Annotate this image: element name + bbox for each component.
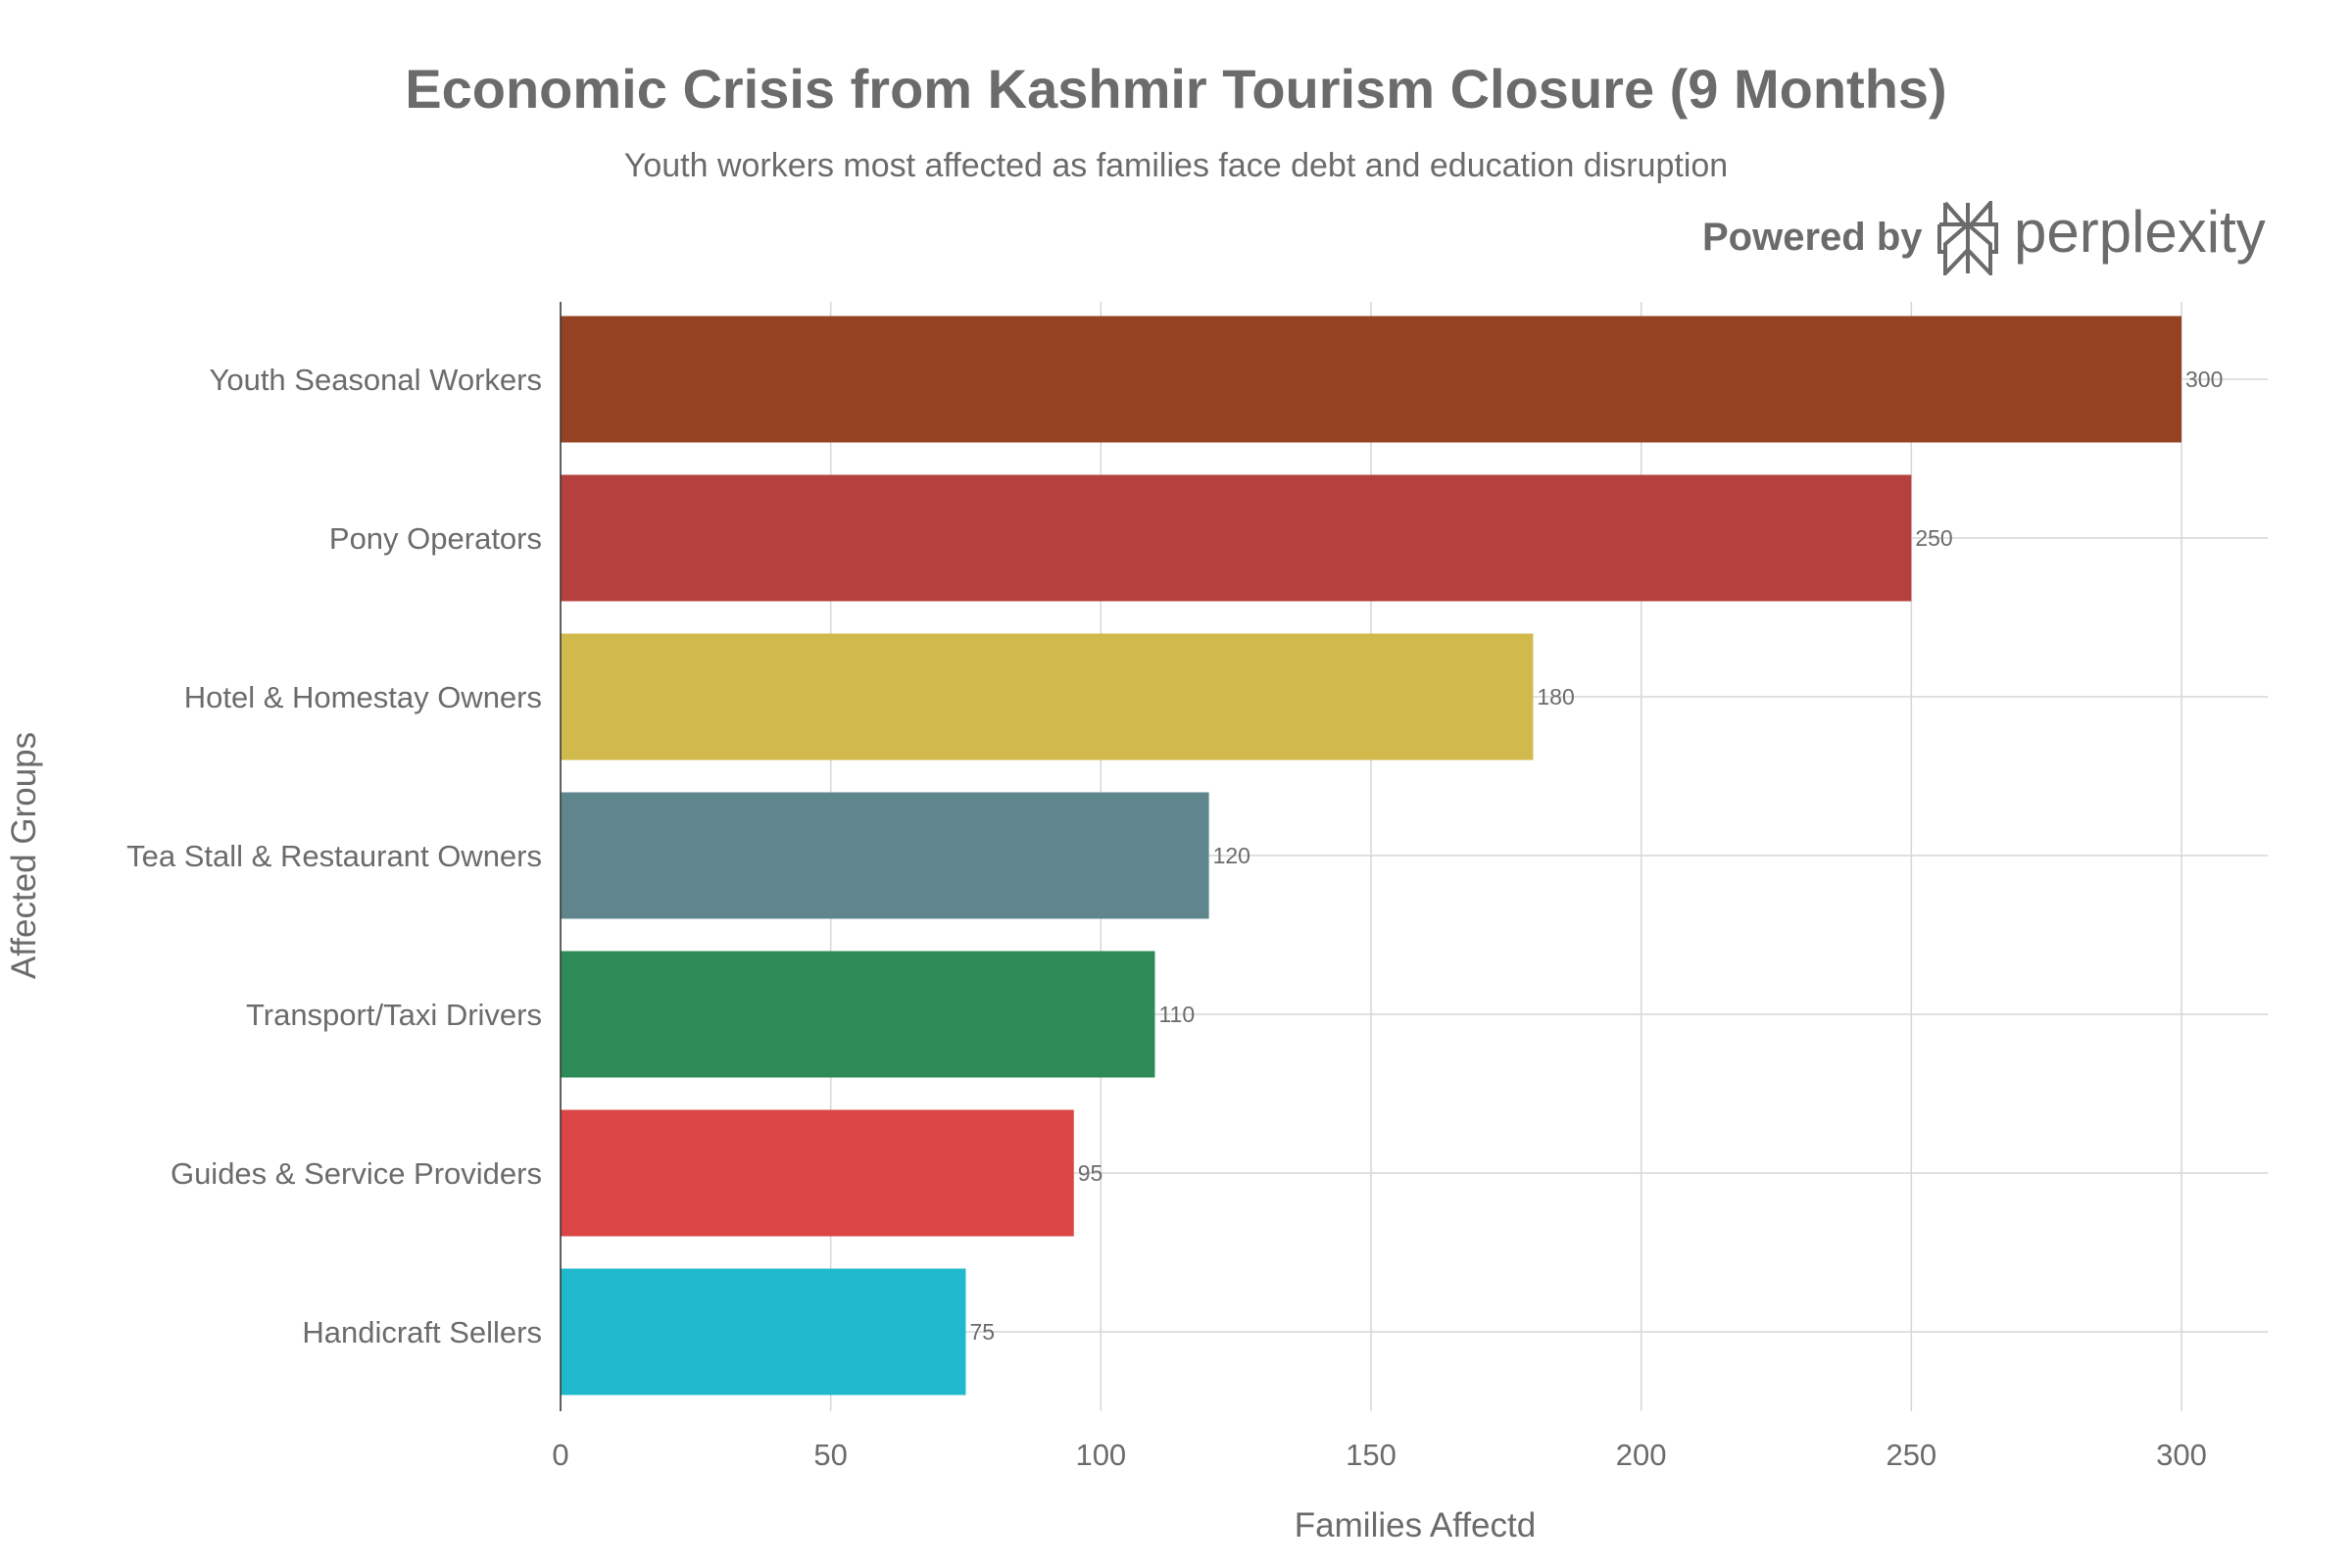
bar bbox=[561, 316, 2181, 443]
y-tick-label: Hotel & Homestay Owners bbox=[184, 680, 542, 714]
data-label: 250 bbox=[1915, 525, 1952, 551]
data-label: 110 bbox=[1158, 1002, 1195, 1027]
powered-by-label: Powered by bbox=[1702, 216, 1923, 259]
bar bbox=[561, 1268, 966, 1396]
perplexity-brand: perplexity bbox=[2014, 199, 2266, 265]
data-label: 120 bbox=[1213, 843, 1250, 868]
data-label: 75 bbox=[970, 1319, 996, 1345]
bar bbox=[561, 792, 1209, 919]
x-tick-label: 0 bbox=[552, 1438, 568, 1472]
chart-subtitle: Youth workers most affected as families … bbox=[623, 147, 1729, 184]
perplexity-logo-icon bbox=[1937, 201, 1998, 275]
x-tick-label: 250 bbox=[1886, 1438, 1936, 1472]
bar bbox=[561, 1109, 1074, 1237]
x-tick-label: 300 bbox=[2156, 1438, 2207, 1472]
x-tick-label: 50 bbox=[813, 1438, 847, 1472]
y-tick-label: Guides & Service Providers bbox=[171, 1156, 542, 1191]
y-tick-label: Transport/Taxi Drivers bbox=[246, 998, 542, 1032]
data-label: 95 bbox=[1078, 1160, 1103, 1186]
data-label: 180 bbox=[1537, 684, 1574, 710]
bar bbox=[561, 633, 1534, 760]
bar bbox=[561, 951, 1155, 1078]
x-tick-label: 150 bbox=[1346, 1438, 1396, 1472]
y-tick-label: Tea Stall & Restaurant Owners bbox=[126, 839, 542, 873]
x-tick-label: 100 bbox=[1075, 1438, 1126, 1472]
x-tick-label: 200 bbox=[1616, 1438, 1667, 1472]
chart-title: Economic Crisis from Kashmir Tourism Clo… bbox=[405, 58, 1947, 120]
bar bbox=[561, 474, 1912, 602]
x-axis-title: Families Affectd bbox=[1295, 1506, 1536, 1544]
y-axis-title: Affected Groups bbox=[5, 732, 43, 979]
y-tick-label: Youth Seasonal Workers bbox=[210, 363, 543, 397]
data-label: 300 bbox=[2185, 367, 2223, 392]
y-tick-label: Pony Operators bbox=[329, 521, 542, 556]
y-tick-label: Handicraft Sellers bbox=[302, 1315, 542, 1349]
